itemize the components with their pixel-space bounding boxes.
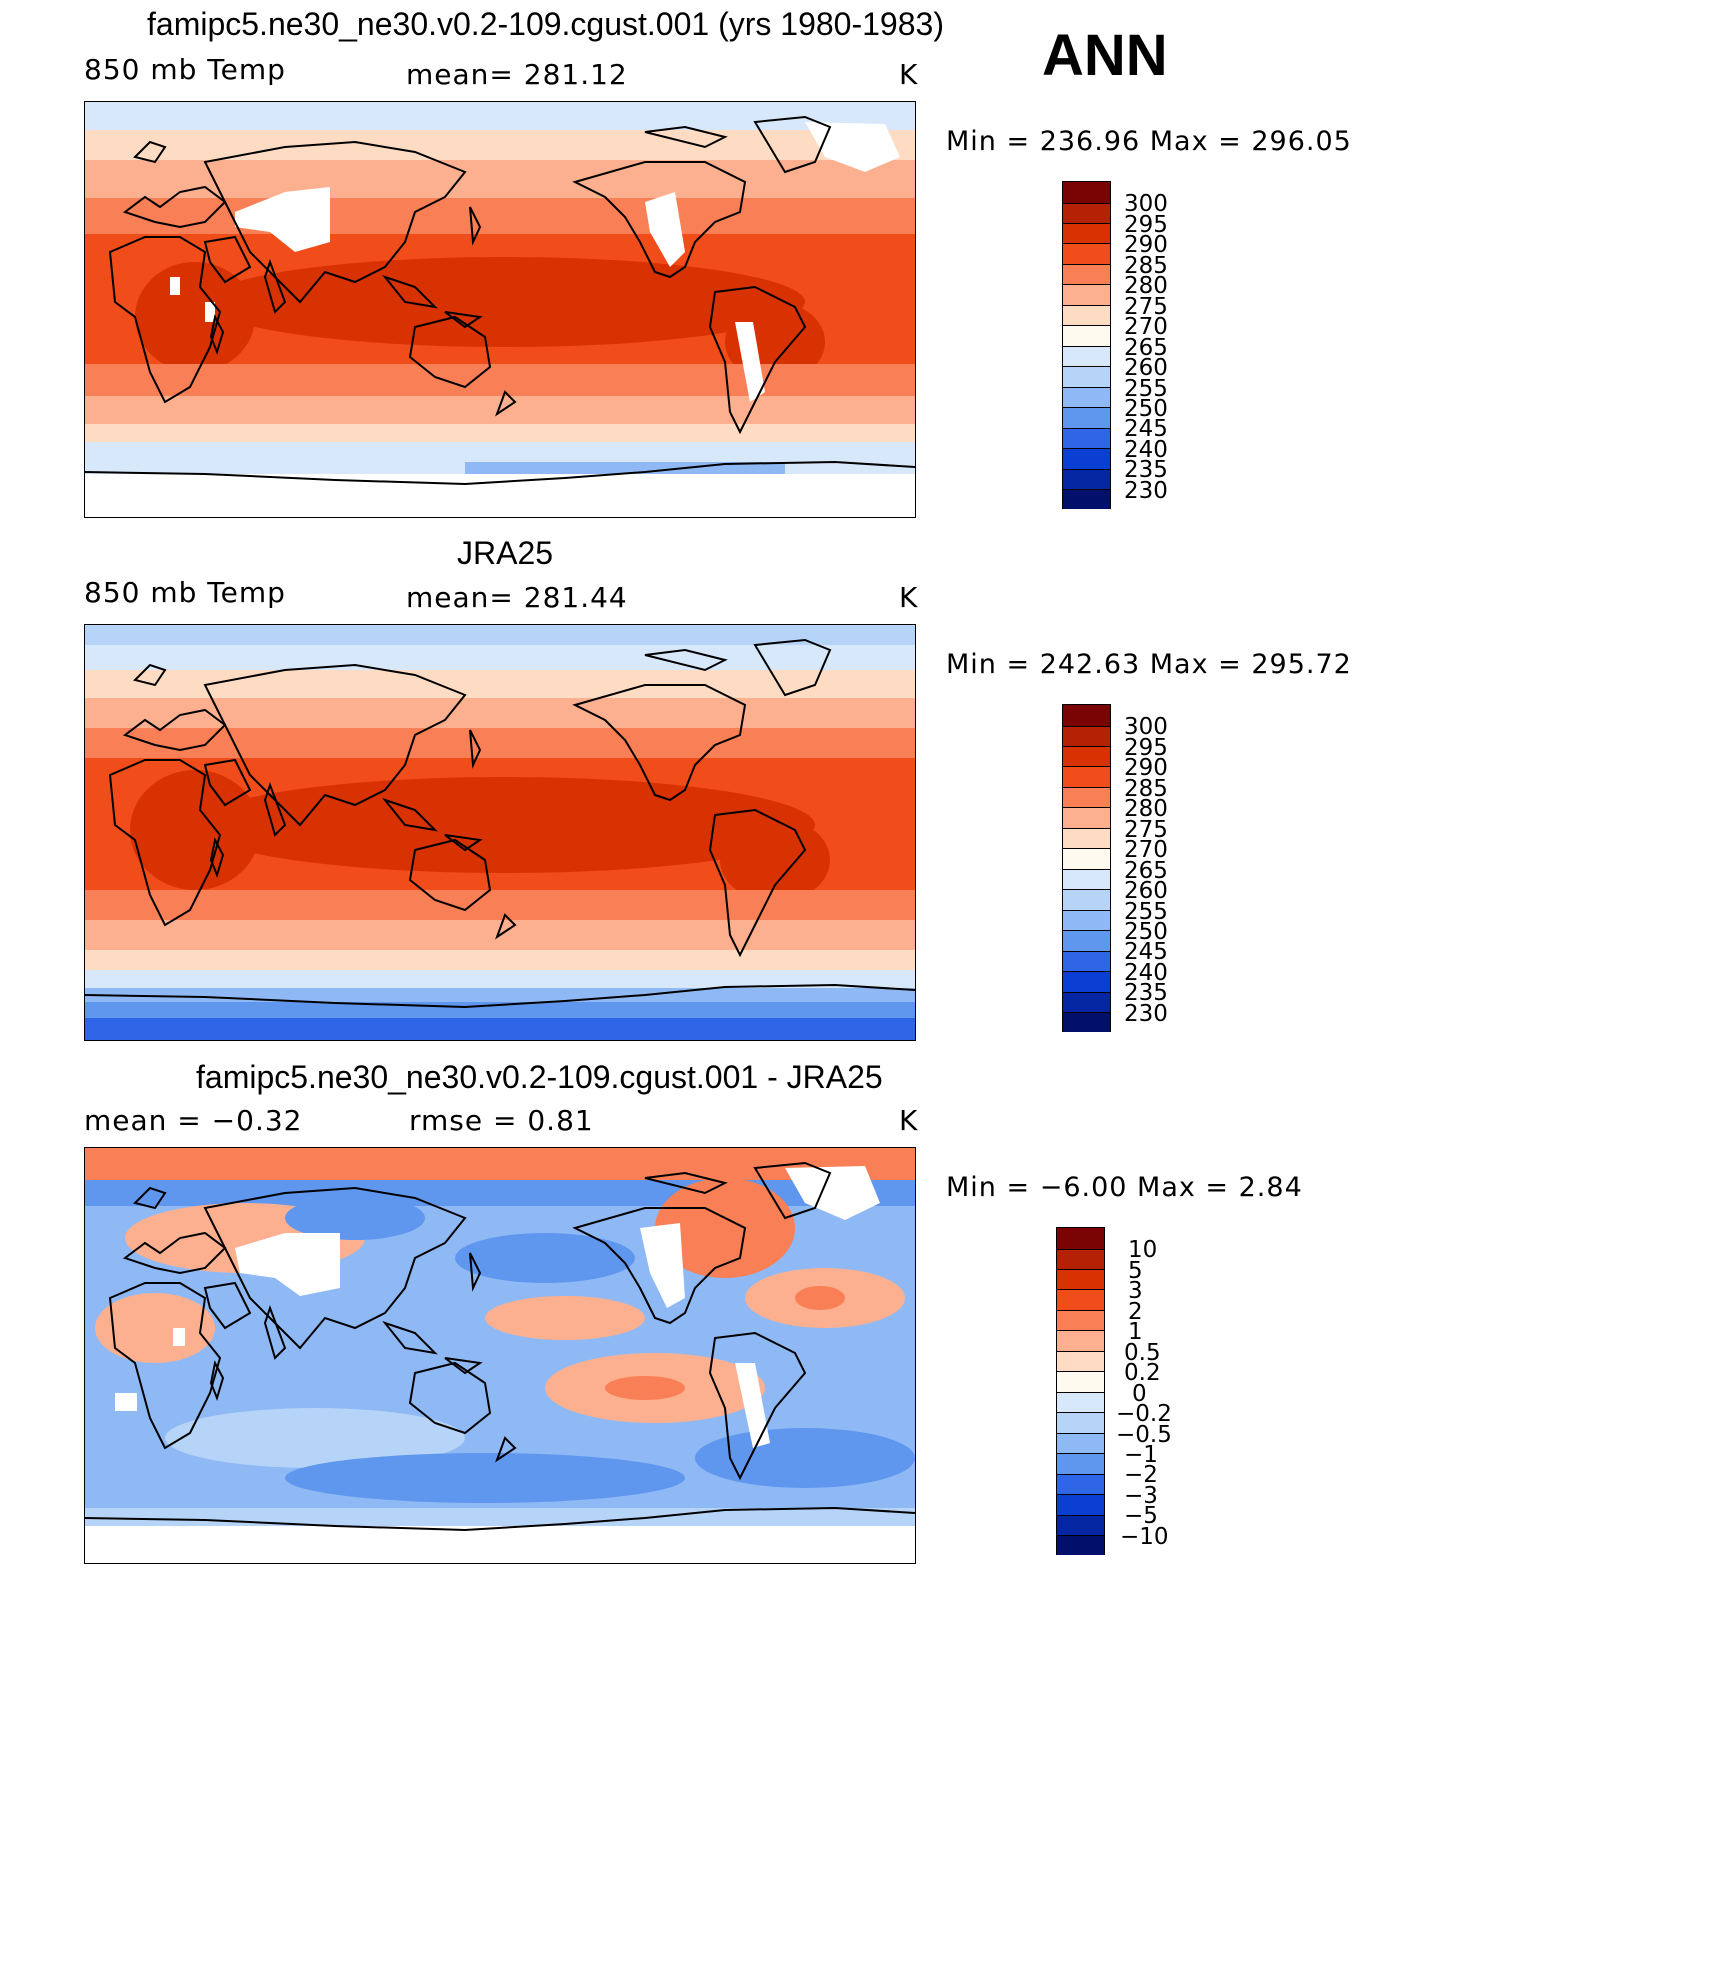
colorbar-tick: 230: [1124, 478, 1168, 504]
colorbar-tick: −5: [1124, 1503, 1158, 1529]
colorbar-tick: 230: [1124, 1001, 1168, 1027]
missing-east-africa: [170, 277, 180, 295]
colorbar-tick: 265: [1124, 335, 1168, 361]
colorbar-tick: 240: [1124, 960, 1168, 986]
colorbar-tick: 260: [1124, 355, 1168, 381]
colorbar-tick: 0.5: [1124, 1340, 1161, 1366]
panel-title: famipc5.ne30_ne30.v0.2-109.cgust.001 (yr…: [147, 6, 944, 42]
band-subpolar-south: [85, 424, 915, 442]
colorbar-tick: −2: [1124, 1462, 1158, 1488]
band-polar-south: [85, 442, 915, 462]
missing-antarctica: [85, 474, 915, 517]
missing-greenland: [805, 122, 900, 172]
colorbar-tick: 280: [1124, 796, 1168, 822]
colorbar-tick: 245: [1124, 939, 1168, 965]
panel-title: famipc5.ne30_ne30.v0.2-109.cgust.001 - J…: [196, 1059, 883, 1095]
units-label: K: [899, 58, 919, 91]
colorbar-tick: 270: [1124, 314, 1168, 340]
colorbar-tick: −10: [1120, 1524, 1169, 1550]
colorbar-tick: 10: [1128, 1237, 1158, 1263]
units-label: K: [899, 581, 919, 614]
colorbar-tick: 300: [1124, 191, 1168, 217]
contour-map: [84, 101, 916, 518]
contour-map: [84, 624, 916, 1041]
colorbar-tick: 275: [1124, 817, 1168, 843]
colorbar-tick: 295: [1124, 212, 1168, 238]
colorbar-tick: 3: [1128, 1278, 1143, 1304]
colorbar-tick: 290: [1124, 755, 1168, 781]
warm-africa: [135, 262, 255, 372]
colorbar-tick: 280: [1124, 273, 1168, 299]
colorbar-tick: 285: [1124, 253, 1168, 279]
colorbar-tick: −0.5: [1116, 1422, 1172, 1448]
colorbar-tick: 0: [1132, 1381, 1147, 1407]
variable-label: 850 mb Temp: [84, 576, 286, 609]
mean-label: mean = −0.32: [84, 1104, 303, 1137]
colorbar: [1062, 704, 1111, 1032]
colorbar-tick: 260: [1124, 878, 1168, 904]
mean-label: mean= 281.12: [406, 58, 628, 91]
units-label: K: [899, 1104, 919, 1137]
panel-title: JRA25: [457, 535, 554, 571]
band-subpolar-north: [85, 130, 915, 160]
colorbar-tick: 0.2: [1124, 1360, 1161, 1386]
colorbar-tick: 1: [1128, 1319, 1143, 1345]
missing-tibet: [235, 187, 330, 252]
rmse-label: rmse = 0.81: [409, 1104, 594, 1137]
colorbar: [1056, 1227, 1105, 1555]
colorbar-tick: −3: [1124, 1483, 1158, 1509]
colorbar-tick: 285: [1124, 776, 1168, 802]
contour-map: [84, 1147, 916, 1564]
colorbar-tick: −0.2: [1116, 1401, 1172, 1427]
missing-rockies: [645, 192, 685, 267]
band-midlat-north: [85, 160, 915, 198]
colorbar-tick: 240: [1124, 437, 1168, 463]
band-subtropic-south: [85, 364, 915, 396]
colorbar-tick: 250: [1124, 396, 1168, 422]
colorbar-tick: 270: [1124, 837, 1168, 863]
colorbar-tick: 2: [1128, 1299, 1143, 1325]
season-label: ANN: [1042, 23, 1168, 88]
variable-label: 850 mb Temp: [84, 53, 286, 86]
colorbar-tick: 265: [1124, 858, 1168, 884]
mean-label: mean= 281.44: [406, 581, 628, 614]
min-max-label: Min = −6.00 Max = 2.84: [946, 1172, 1303, 1203]
colorbar-tick: 255: [1124, 376, 1168, 402]
colorbar-tick: 255: [1124, 899, 1168, 925]
colorbar-tick: 245: [1124, 416, 1168, 442]
warm-pool: [205, 257, 805, 347]
band-midlat-south: [85, 396, 915, 424]
colorbar-tick: 250: [1124, 919, 1168, 945]
colorbar-tick: 290: [1124, 232, 1168, 258]
colorbar: [1062, 181, 1111, 509]
min-max-label: Min = 242.63 Max = 295.72: [946, 649, 1352, 680]
colorbar-tick: 295: [1124, 735, 1168, 761]
colorbar-tick: 235: [1124, 980, 1168, 1006]
min-max-label: Min = 236.96 Max = 296.05: [946, 126, 1352, 157]
missing-andes: [735, 322, 765, 402]
colorbar-tick: −1: [1124, 1442, 1158, 1468]
colorbar-tick: 275: [1124, 294, 1168, 320]
colorbar-tick: 235: [1124, 457, 1168, 483]
colorbar-tick: 5: [1128, 1258, 1143, 1284]
colorbar-tick: 300: [1124, 714, 1168, 740]
